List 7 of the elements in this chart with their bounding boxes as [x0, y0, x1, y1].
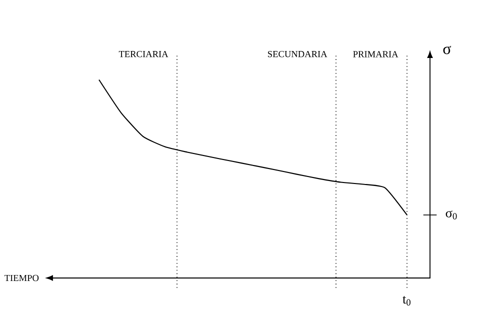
text: σ$_{0}$: [446, 210, 457, 220]
text: t$_{0}$: [402, 296, 410, 306]
y-axis-title: σ: [443, 46, 452, 54]
text: TERCIARIA: [118, 50, 168, 58]
text: PRIMARIA: [353, 51, 398, 58]
text: SECUNDARIA: [268, 50, 328, 58]
text: TIEMPO: [4, 274, 39, 282]
